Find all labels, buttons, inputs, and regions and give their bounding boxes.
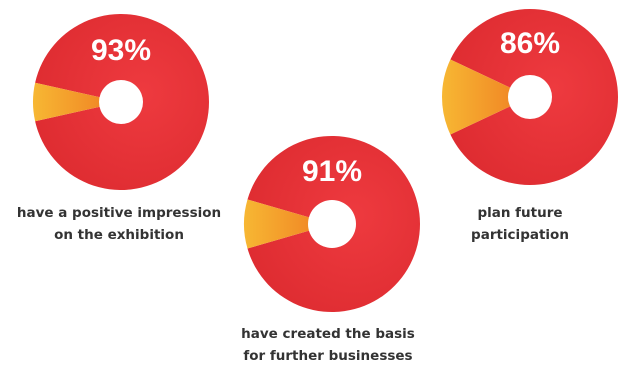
caption-line: on the exhibition [54, 227, 184, 243]
caption-line: have a positive impression [16, 205, 222, 221]
caption-line: have created the basis [241, 326, 415, 342]
donut-chart-0: 93% [32, 14, 209, 191]
donut-chart-2: 86% [442, 9, 619, 185]
donut-hole [99, 80, 143, 124]
caption-line: participation [471, 227, 569, 243]
donut-value-label: 86% [500, 27, 560, 60]
caption-basis-for-business: have created the basis for further busin… [228, 323, 428, 367]
caption-positive-impression: have a positive impression on the exhibi… [0, 202, 238, 246]
donut-chart-1: 91% [243, 135, 420, 312]
caption-line: for further businesses [243, 348, 413, 364]
caption-future-participation: plan future participation [434, 202, 606, 246]
donut-hole [508, 75, 552, 119]
donut-value-label: 91% [302, 155, 362, 188]
donut-slice-remainder [442, 59, 530, 135]
donut-slice-remainder [32, 82, 121, 122]
donut-slice-remainder [243, 199, 332, 249]
donut-value-label: 93% [91, 34, 151, 67]
caption-line: plan future [477, 205, 563, 221]
donut-hole [308, 200, 356, 248]
